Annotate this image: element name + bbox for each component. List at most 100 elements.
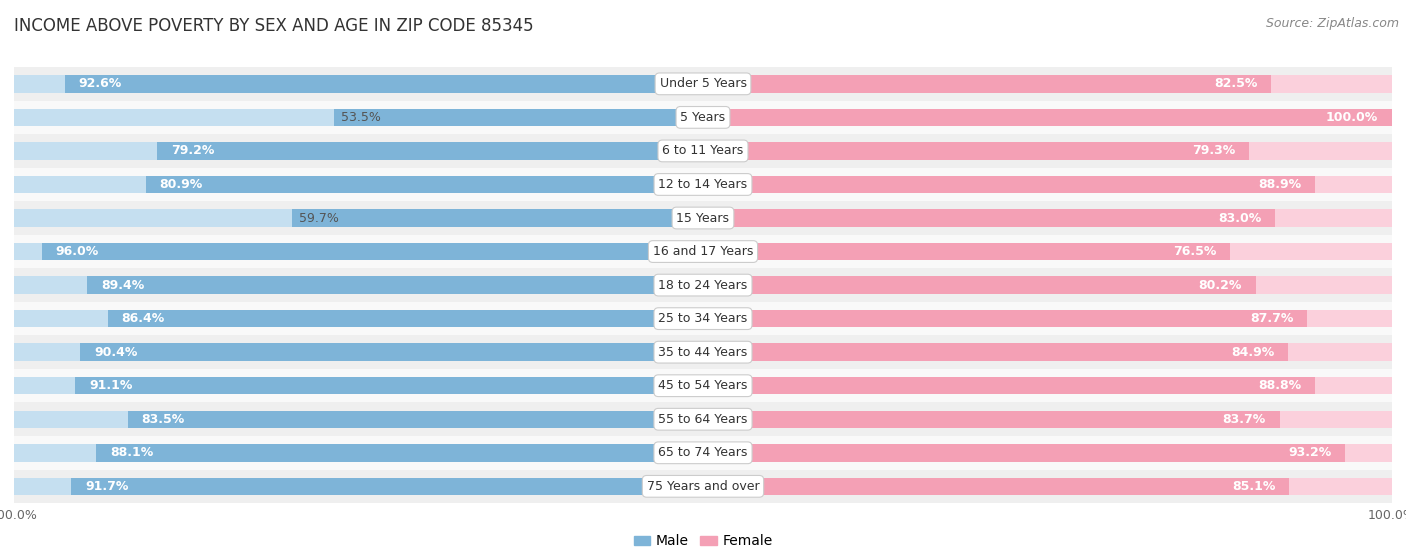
Bar bbox=[157, 142, 703, 160]
Text: INCOME ABOVE POVERTY BY SEX AND AGE IN ZIP CODE 85345: INCOME ABOVE POVERTY BY SEX AND AGE IN Z… bbox=[14, 17, 534, 35]
Bar bbox=[14, 176, 703, 193]
Bar bbox=[703, 108, 1392, 126]
Bar bbox=[703, 108, 1392, 126]
Bar bbox=[703, 477, 1289, 495]
Text: 85.1%: 85.1% bbox=[1232, 480, 1275, 493]
Bar bbox=[14, 310, 703, 328]
Text: 83.7%: 83.7% bbox=[1223, 413, 1265, 426]
Legend: Male, Female: Male, Female bbox=[634, 534, 772, 548]
Text: 45 to 54 Years: 45 to 54 Years bbox=[658, 379, 748, 392]
Bar bbox=[703, 75, 1392, 93]
Bar bbox=[14, 302, 1392, 335]
Text: 16 and 17 Years: 16 and 17 Years bbox=[652, 245, 754, 258]
Text: 80.9%: 80.9% bbox=[159, 178, 202, 191]
Text: 18 to 24 Years: 18 to 24 Years bbox=[658, 278, 748, 292]
Bar bbox=[14, 335, 1392, 369]
Bar bbox=[128, 410, 703, 428]
Text: 83.5%: 83.5% bbox=[142, 413, 184, 426]
Text: 88.8%: 88.8% bbox=[1258, 379, 1301, 392]
Text: 92.6%: 92.6% bbox=[79, 77, 122, 91]
Text: 100.0%: 100.0% bbox=[1326, 111, 1378, 124]
Bar bbox=[14, 276, 703, 294]
Text: 91.7%: 91.7% bbox=[84, 480, 128, 493]
Bar bbox=[703, 142, 1392, 160]
Bar bbox=[703, 209, 1392, 227]
Bar bbox=[291, 209, 703, 227]
Bar bbox=[14, 134, 1392, 168]
Bar bbox=[703, 444, 1346, 462]
Bar bbox=[14, 444, 703, 462]
Bar bbox=[146, 176, 703, 193]
Bar bbox=[14, 168, 1392, 201]
Text: 55 to 64 Years: 55 to 64 Years bbox=[658, 413, 748, 426]
Bar bbox=[335, 108, 703, 126]
Bar bbox=[14, 75, 703, 93]
Bar bbox=[703, 276, 1256, 294]
Bar bbox=[703, 477, 1392, 495]
Text: 96.0%: 96.0% bbox=[55, 245, 98, 258]
Text: 86.4%: 86.4% bbox=[121, 312, 165, 325]
Text: Under 5 Years: Under 5 Years bbox=[659, 77, 747, 91]
Text: 84.9%: 84.9% bbox=[1230, 345, 1274, 359]
Bar bbox=[703, 410, 1392, 428]
Text: 59.7%: 59.7% bbox=[298, 211, 339, 225]
Bar bbox=[703, 276, 1392, 294]
Text: 80.2%: 80.2% bbox=[1198, 278, 1241, 292]
Bar bbox=[703, 209, 1275, 227]
Bar bbox=[108, 310, 703, 328]
Bar bbox=[703, 243, 1230, 260]
Bar bbox=[703, 310, 1308, 328]
Bar bbox=[14, 243, 703, 260]
Bar bbox=[703, 243, 1392, 260]
Bar bbox=[14, 402, 1392, 436]
Text: 76.5%: 76.5% bbox=[1173, 245, 1216, 258]
Bar bbox=[14, 343, 703, 361]
Text: 90.4%: 90.4% bbox=[94, 345, 138, 359]
Bar bbox=[14, 477, 703, 495]
Bar bbox=[42, 243, 703, 260]
Bar bbox=[14, 369, 1392, 402]
Text: 88.9%: 88.9% bbox=[1258, 178, 1302, 191]
Bar bbox=[87, 276, 703, 294]
Bar bbox=[96, 444, 703, 462]
Text: 15 Years: 15 Years bbox=[676, 211, 730, 225]
Bar bbox=[703, 410, 1279, 428]
Text: 88.1%: 88.1% bbox=[110, 446, 153, 459]
Text: Source: ZipAtlas.com: Source: ZipAtlas.com bbox=[1265, 17, 1399, 30]
Text: 82.5%: 82.5% bbox=[1215, 77, 1257, 91]
Bar bbox=[14, 209, 703, 227]
Bar bbox=[14, 201, 1392, 235]
Bar bbox=[703, 343, 1392, 361]
Text: 65 to 74 Years: 65 to 74 Years bbox=[658, 446, 748, 459]
Bar bbox=[703, 142, 1250, 160]
Text: 5 Years: 5 Years bbox=[681, 111, 725, 124]
Text: 79.2%: 79.2% bbox=[172, 144, 215, 158]
Bar bbox=[14, 235, 1392, 268]
Text: 25 to 34 Years: 25 to 34 Years bbox=[658, 312, 748, 325]
Text: 53.5%: 53.5% bbox=[342, 111, 381, 124]
Bar bbox=[14, 67, 1392, 101]
Bar bbox=[703, 377, 1392, 395]
Bar bbox=[14, 436, 1392, 470]
Bar bbox=[14, 470, 1392, 503]
Bar bbox=[14, 108, 703, 126]
Bar bbox=[703, 176, 1316, 193]
Bar bbox=[76, 377, 703, 395]
Bar bbox=[14, 268, 1392, 302]
Text: 93.2%: 93.2% bbox=[1288, 446, 1331, 459]
Bar bbox=[703, 444, 1392, 462]
Bar bbox=[14, 101, 1392, 134]
Bar bbox=[703, 343, 1288, 361]
Bar bbox=[65, 75, 703, 93]
Text: 75 Years and over: 75 Years and over bbox=[647, 480, 759, 493]
Text: 6 to 11 Years: 6 to 11 Years bbox=[662, 144, 744, 158]
Bar bbox=[703, 75, 1271, 93]
Text: 87.7%: 87.7% bbox=[1250, 312, 1294, 325]
Text: 91.1%: 91.1% bbox=[89, 379, 132, 392]
Bar bbox=[14, 410, 703, 428]
Text: 83.0%: 83.0% bbox=[1218, 211, 1261, 225]
Text: 79.3%: 79.3% bbox=[1192, 144, 1236, 158]
Bar bbox=[14, 377, 703, 395]
Bar bbox=[72, 477, 703, 495]
Bar bbox=[14, 142, 703, 160]
